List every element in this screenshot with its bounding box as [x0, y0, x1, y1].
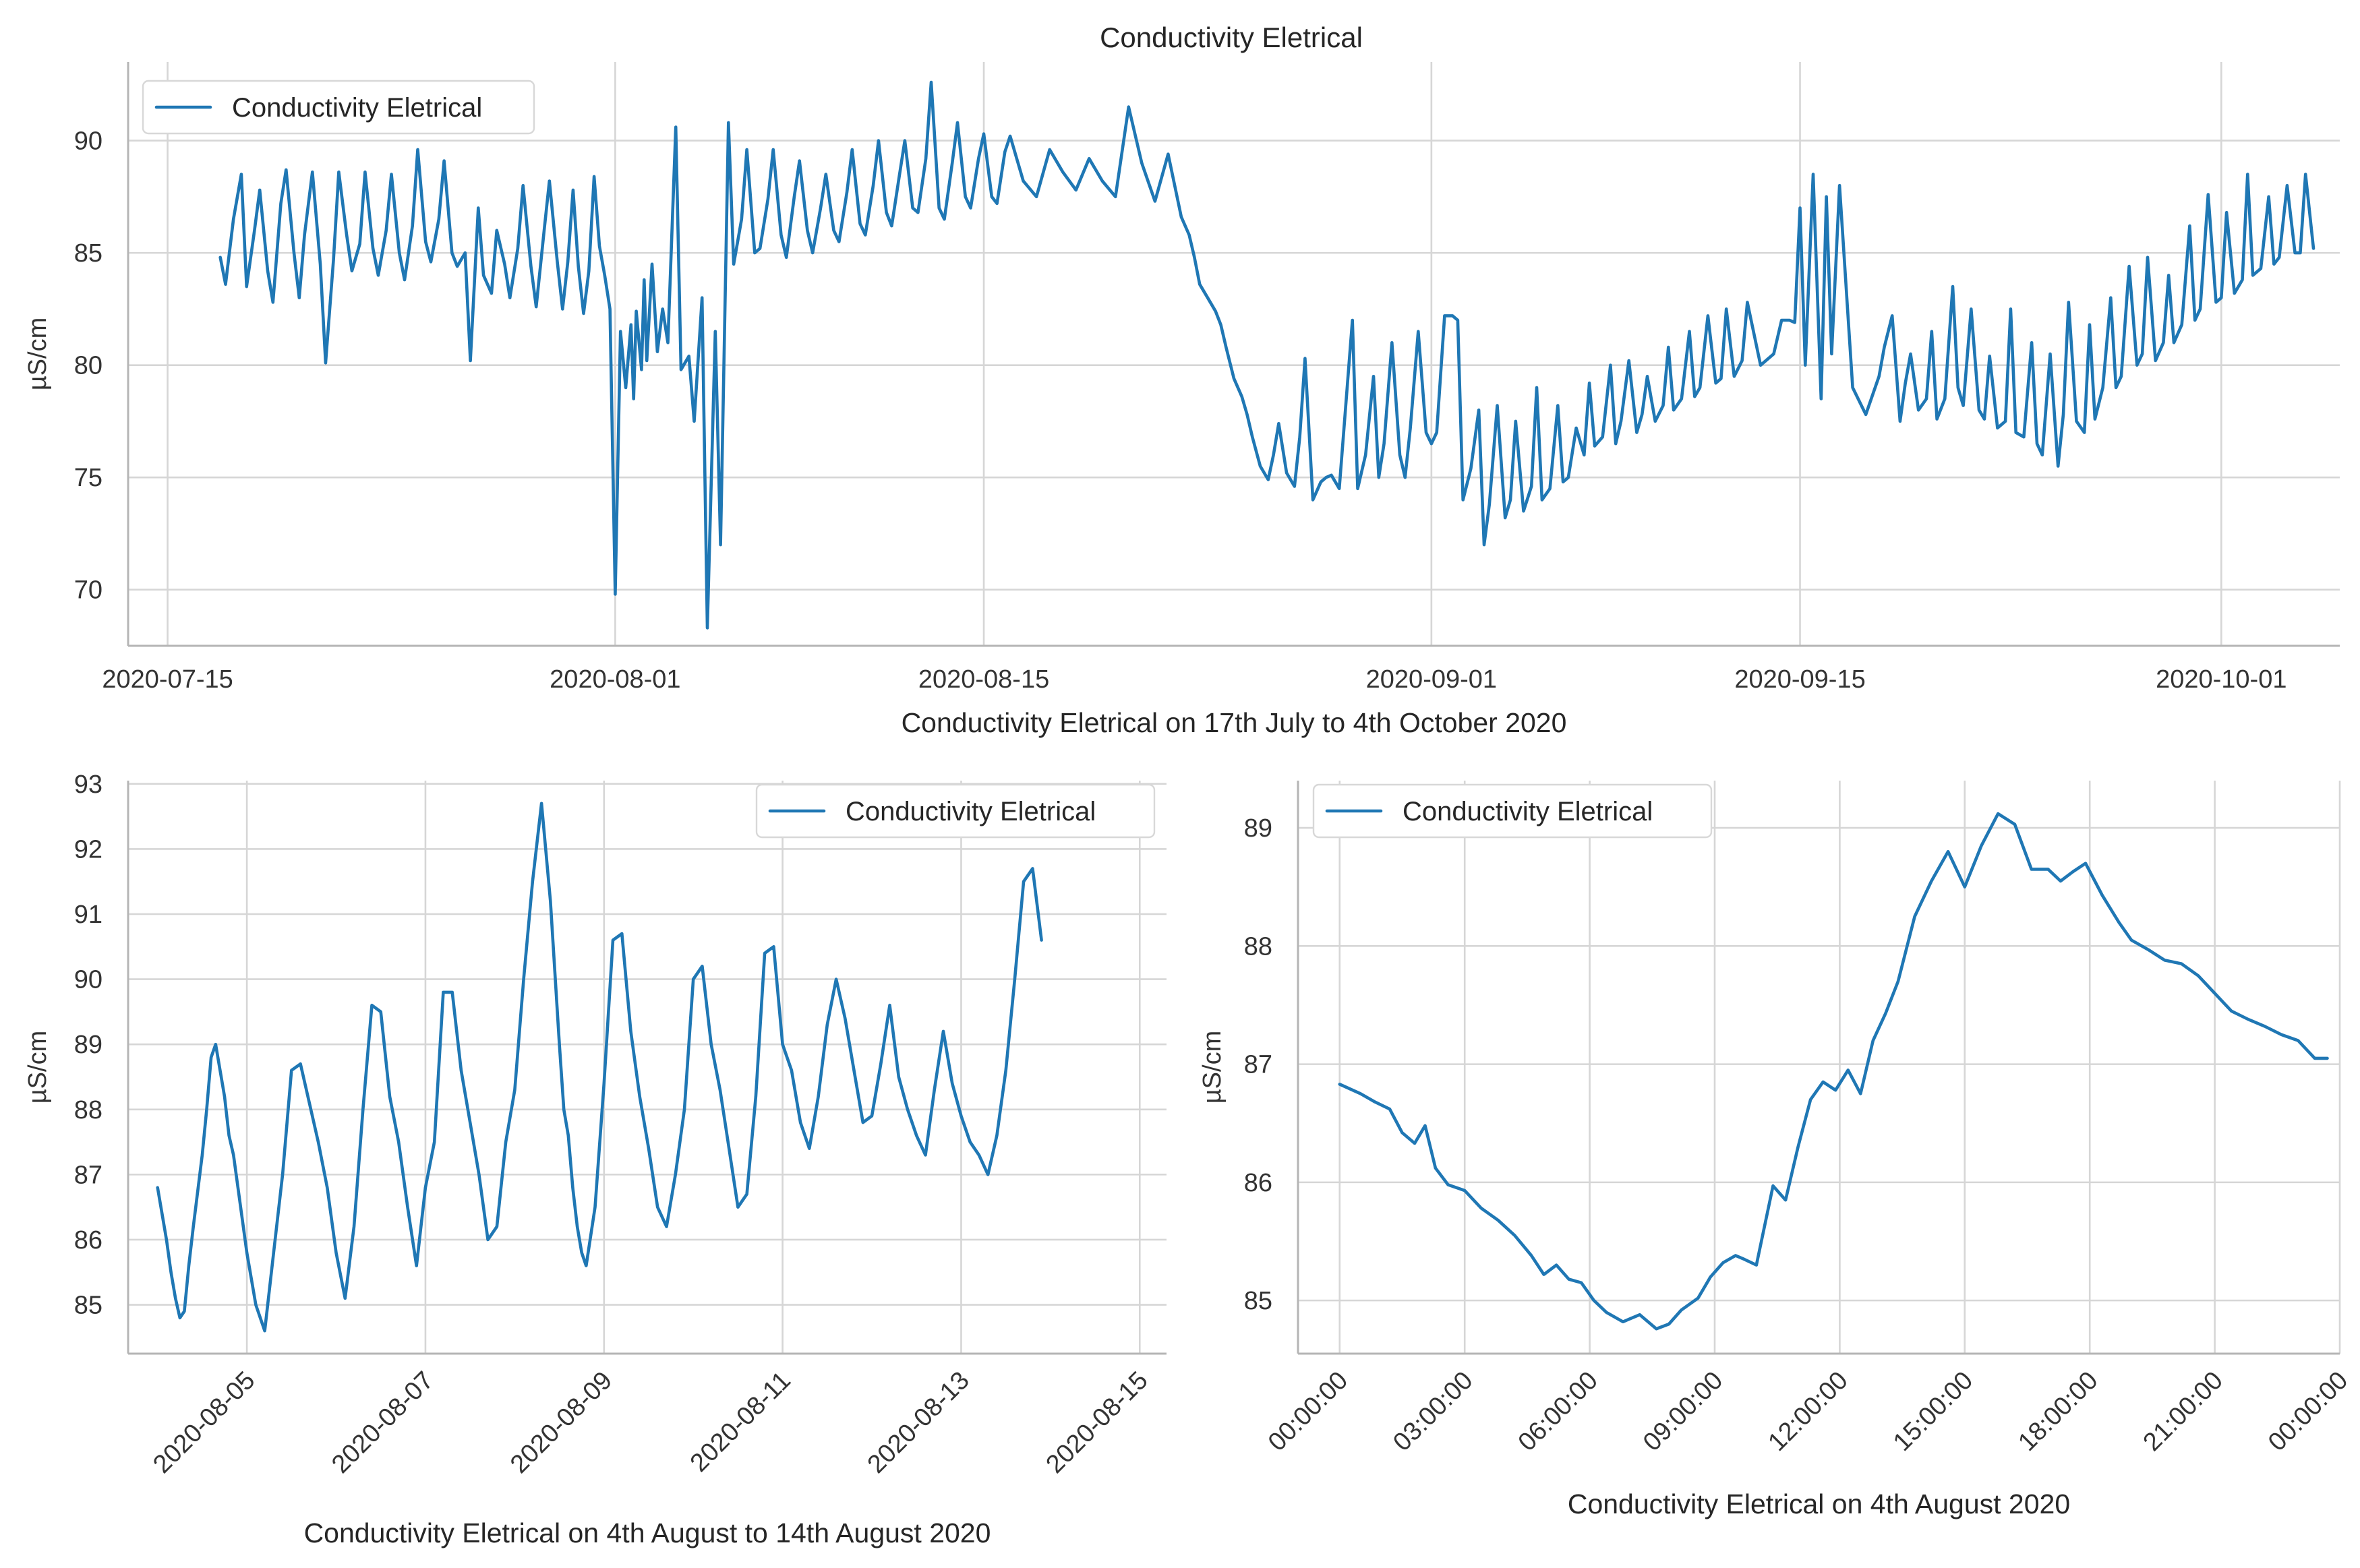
- chart1-title: Conductivity Eletrical: [1100, 22, 1363, 53]
- c1-xtick-label-0: 2020-07-15: [102, 665, 233, 694]
- c2-series-line: [156, 802, 1043, 1333]
- c1-ytick-label-2: 80: [74, 352, 102, 380]
- c2-ytick-label-7: 92: [74, 835, 102, 864]
- c3-xtick-label-3: 09:00:00: [1638, 1366, 1728, 1457]
- c2-ytick-label-4: 89: [74, 1031, 102, 1059]
- c1-xlabel: Conductivity Eletrical on 17th July to 4…: [902, 707, 1567, 738]
- chart-aug-4-14: 85 86 87 88 89 90 91 92 93 2020-08-05 2020-08-07 20…: [24, 771, 1167, 1548]
- c1-ytick-label-1: 75: [74, 464, 102, 492]
- c2-ytick-label-6: 91: [74, 901, 102, 929]
- c2-ylabel: µS/cm: [24, 1031, 52, 1104]
- c2-xtick-label-3: 2020-08-11: [685, 1366, 796, 1478]
- chart-full-period: 70 75 80 85 90 2020-07-15 2020-08-01 2020-08-15…: [24, 62, 2340, 738]
- c1-xtick-label-2: 2020-08-15: [918, 665, 1049, 694]
- c3-xtick-label-5: 15:00:00: [1888, 1366, 1978, 1457]
- c1-legend-box: [142, 80, 535, 135]
- c2-ytick-label-2: 87: [74, 1161, 102, 1189]
- c1-legend-label: Conductivity Eletrical: [232, 93, 482, 123]
- c2-ytick-label-3: 88: [74, 1096, 102, 1124]
- c3-ylabel: µS/cm: [1198, 1031, 1227, 1104]
- c3-ytick-label-4: 89: [1244, 814, 1272, 843]
- c1-ytick-label-4: 90: [74, 127, 102, 156]
- c3-ytick-label-2: 87: [1244, 1051, 1272, 1079]
- c3-xtick-label-2: 06:00:00: [1513, 1366, 1603, 1457]
- c3-xtick-label-4: 12:00:00: [1763, 1366, 1853, 1457]
- c1-series-line: [218, 80, 2315, 630]
- c2-ytick-label-0: 85: [74, 1292, 102, 1320]
- c1-ylabel: µS/cm: [24, 318, 52, 390]
- c3-xtick-label-8: 00:00:00: [2263, 1366, 2353, 1457]
- c3-ytick-label-1: 86: [1244, 1169, 1272, 1197]
- c3-ytick-label-0: 85: [1244, 1287, 1272, 1315]
- c2-legend-box: [755, 783, 1156, 839]
- c1-xtick-label-5: 2020-10-01: [2156, 665, 2287, 694]
- c2-xtick-label-4: 2020-08-13: [862, 1366, 975, 1479]
- c3-legend-box: [1312, 783, 1713, 839]
- c3-series-line: [1338, 812, 2329, 1331]
- c3-xtick-label-7: 21:00:00: [2138, 1366, 2229, 1457]
- c2-ytick-label-5: 90: [74, 966, 102, 994]
- c2-legend-label: Conductivity Eletrical: [846, 797, 1096, 826]
- c2-xtick-label-5: 2020-08-15: [1040, 1366, 1153, 1479]
- c3-xtick-label-0: 00:00:00: [1263, 1366, 1353, 1457]
- c2-ytick-label-1: 86: [74, 1226, 102, 1255]
- c3-ytick-label-3: 88: [1244, 932, 1272, 961]
- c3-xtick-label-6: 18:00:00: [2013, 1366, 2103, 1457]
- c2-xtick-label-2: 2020-08-09: [505, 1366, 618, 1479]
- c1-xtick-label-3: 2020-09-01: [1366, 665, 1497, 694]
- c3-legend-label: Conductivity Eletrical: [1403, 797, 1653, 826]
- c3-xlabel: Conductivity Eletrical on 4th August 202…: [1568, 1488, 2070, 1519]
- c2-xlabel: Conductivity Eletrical on 4th August to …: [304, 1517, 991, 1548]
- chart-aug-4: 85 86 87 88 89 00:00:00 03:00:00 06:00:00 09:00:…: [1198, 781, 2353, 1519]
- c3-xtick-label-1: 03:00:00: [1388, 1366, 1478, 1457]
- c1-xtick-label-1: 2020-08-01: [550, 665, 680, 694]
- c1-ytick-label-3: 85: [74, 239, 102, 268]
- c2-xtick-label-1: 2020-08-07: [326, 1366, 439, 1479]
- c2-xtick-label-0: 2020-08-05: [148, 1366, 260, 1479]
- c1-ytick-label-0: 70: [74, 576, 102, 605]
- c1-xtick-label-4: 2020-09-15: [1734, 665, 1865, 694]
- c2-ytick-label-8: 93: [74, 771, 102, 799]
